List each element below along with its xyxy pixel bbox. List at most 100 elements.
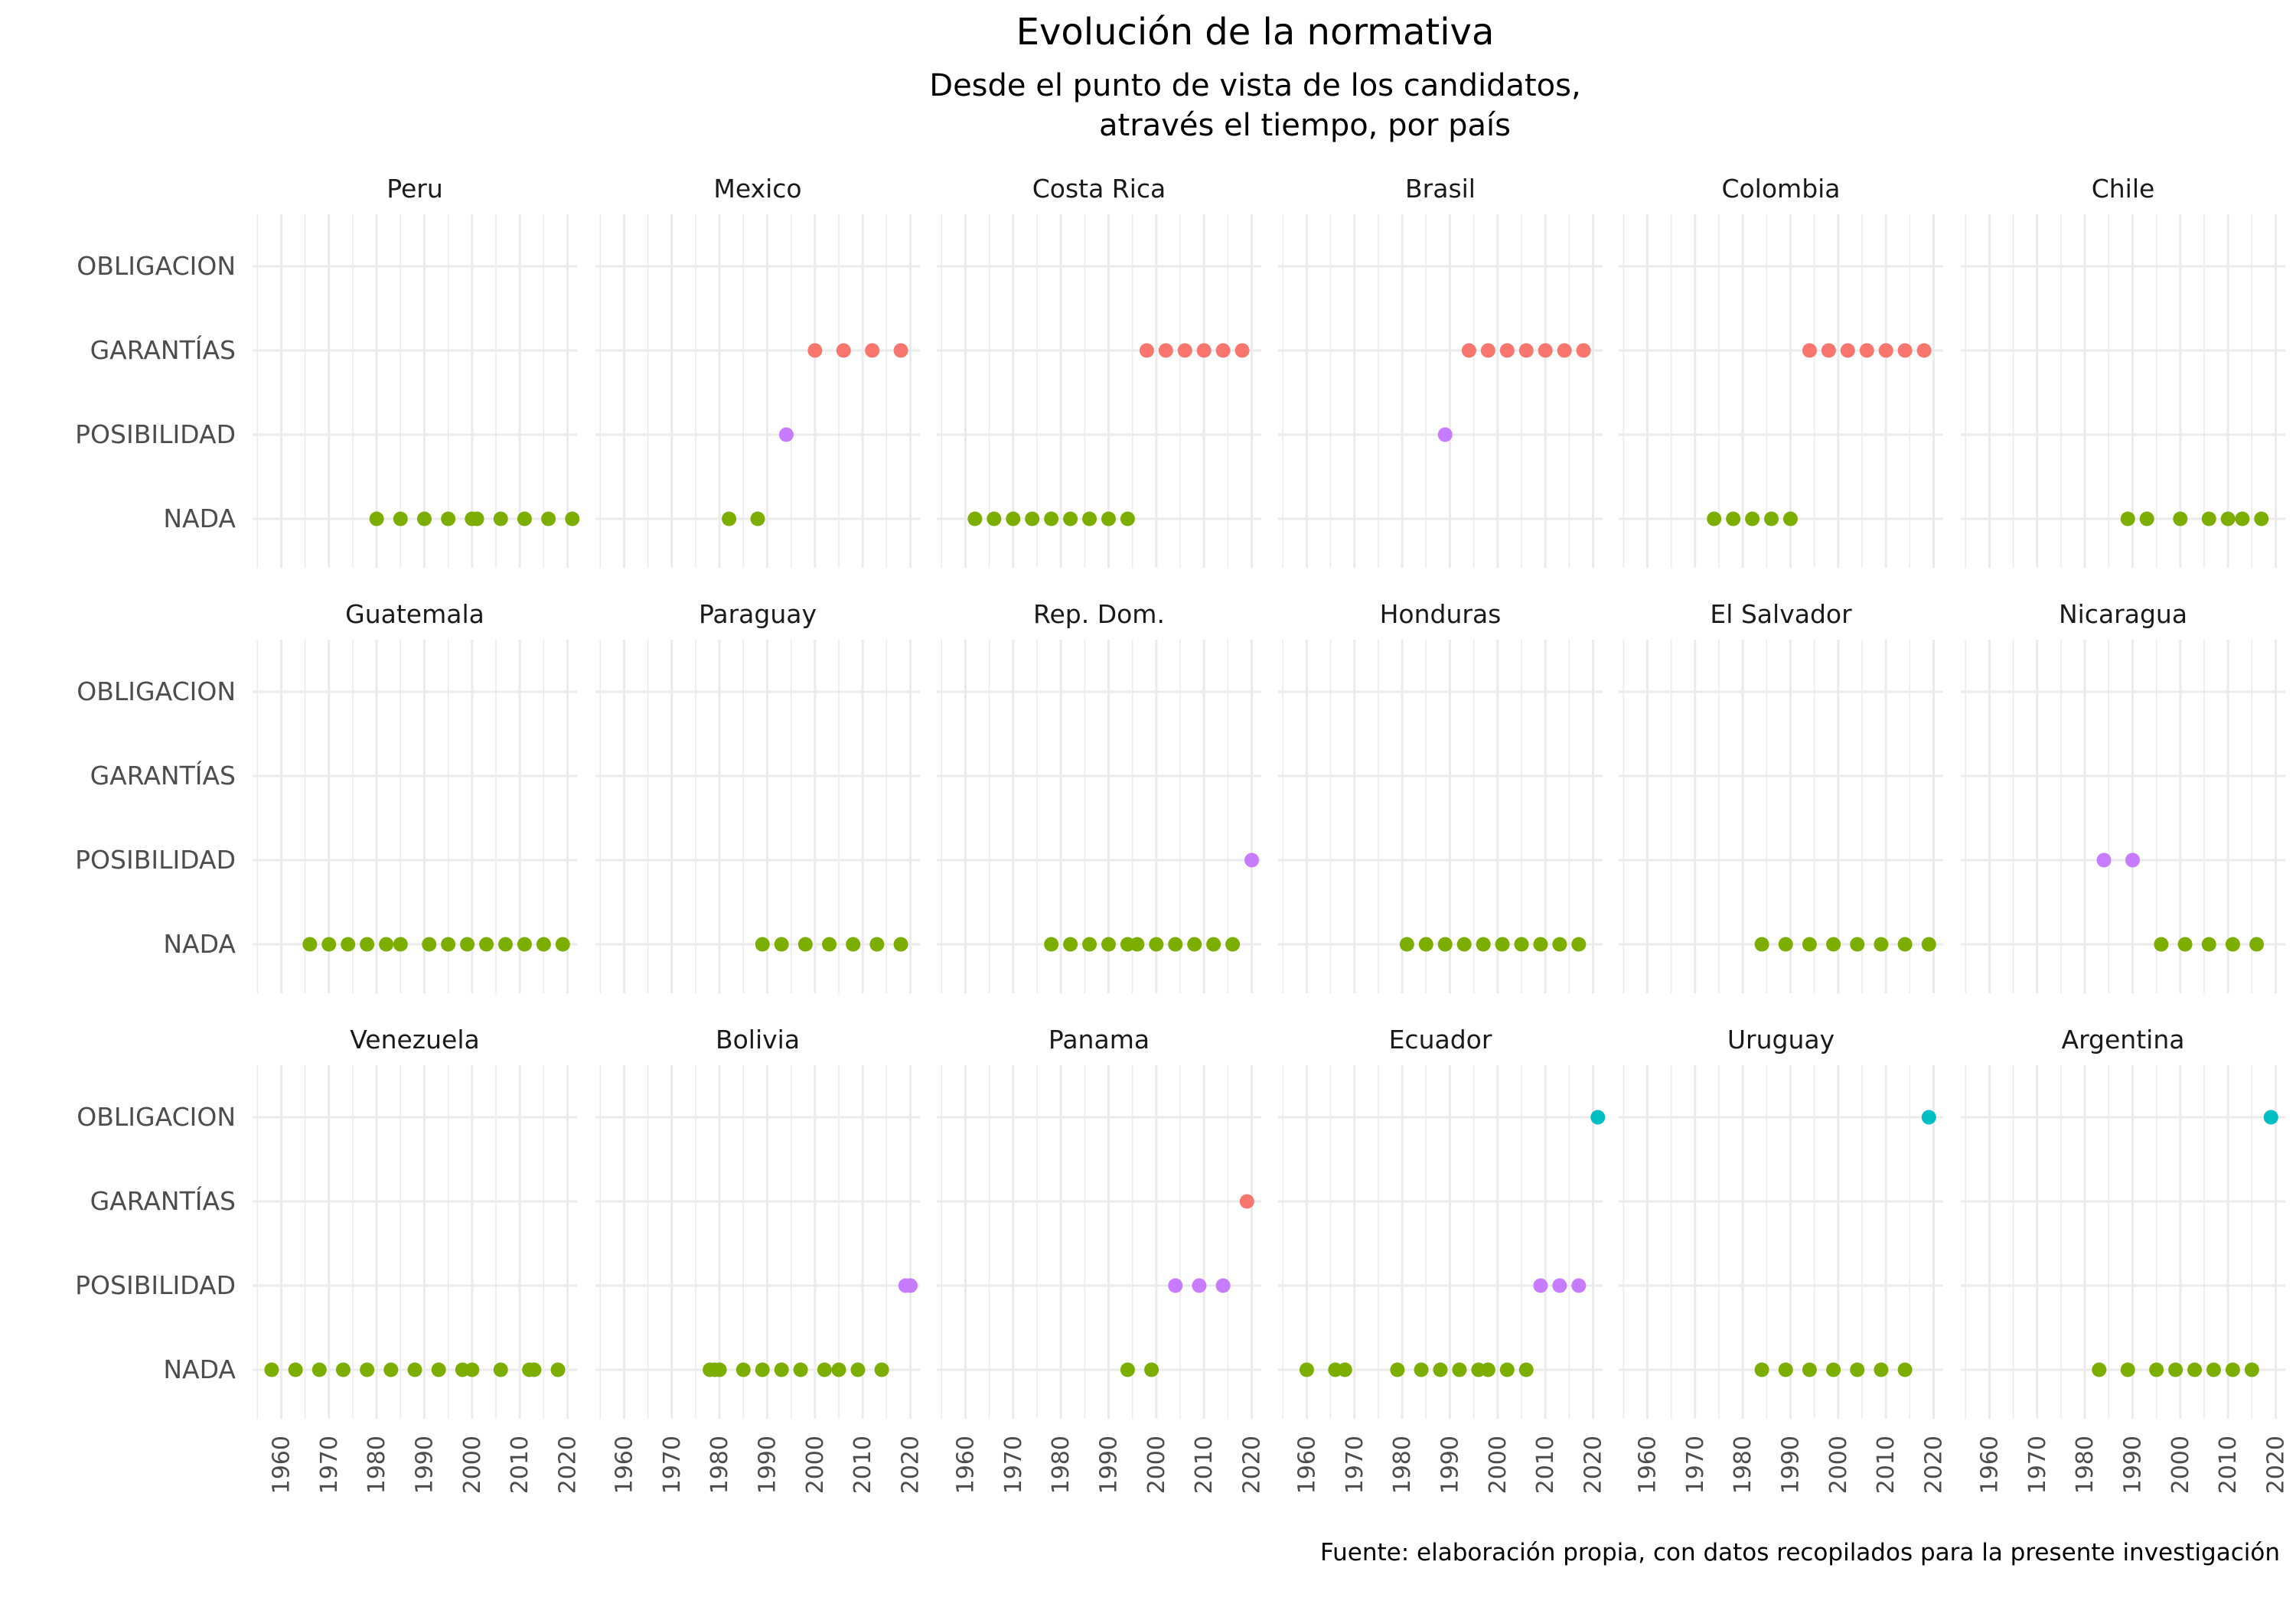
data-point bbox=[836, 343, 851, 358]
data-point bbox=[527, 1362, 542, 1377]
x-tick-label: 2010 bbox=[1532, 1436, 1559, 1494]
data-point bbox=[2120, 511, 2135, 526]
y-tick-label: OBLIGACION bbox=[77, 676, 236, 706]
data-point bbox=[1239, 1194, 1254, 1209]
data-point bbox=[1802, 343, 1817, 358]
data-point bbox=[441, 511, 456, 526]
y-tick-label: OBLIGACION bbox=[77, 251, 236, 281]
data-point bbox=[1897, 937, 1913, 952]
x-tick-label: 1960 bbox=[1634, 1436, 1661, 1494]
data-point bbox=[493, 1362, 508, 1377]
data-point bbox=[850, 1362, 866, 1377]
x-tick-label: 2000 bbox=[802, 1436, 829, 1494]
data-point bbox=[750, 511, 765, 526]
data-point bbox=[1826, 937, 1841, 952]
data-point bbox=[1192, 1278, 1207, 1293]
facet-panel: Peru NADA POSIBILIDAD GARANTÍAS OBLIGACION bbox=[75, 174, 580, 568]
x-tick-label: 2000 bbox=[2167, 1436, 2194, 1494]
data-point bbox=[1452, 1362, 1467, 1377]
facet-label: Costa Rica bbox=[1032, 174, 1166, 204]
data-point bbox=[1139, 343, 1154, 358]
x-tick-label: 1990 bbox=[1095, 1436, 1122, 1494]
data-point bbox=[755, 937, 770, 952]
y-tick-label: GARANTÍAS bbox=[90, 334, 236, 365]
x-tick-label: 2000 bbox=[1143, 1436, 1170, 1494]
data-point bbox=[393, 511, 408, 526]
data-point bbox=[1390, 1362, 1405, 1377]
data-point bbox=[1499, 343, 1515, 358]
data-point bbox=[460, 937, 475, 952]
data-point bbox=[1456, 937, 1472, 952]
x-tick-label: 2010 bbox=[850, 1436, 876, 1494]
data-point bbox=[1418, 937, 1433, 952]
data-point bbox=[1044, 511, 1059, 526]
data-point bbox=[1082, 937, 1097, 952]
facet-label: Colombia bbox=[1721, 174, 1840, 204]
facet-panel: Costa Rica bbox=[937, 174, 1261, 568]
data-point bbox=[1571, 937, 1587, 952]
facet-panel: Rep. Dom. bbox=[937, 599, 1261, 993]
data-point bbox=[2249, 937, 2265, 952]
chart-subtitle-line-2: através el tiempo, por país bbox=[1099, 108, 1511, 143]
data-point bbox=[416, 511, 432, 526]
y-tick-label: GARANTÍAS bbox=[90, 760, 236, 790]
data-point bbox=[383, 1362, 399, 1377]
data-point bbox=[1437, 427, 1453, 442]
facet-panel: El Salvador bbox=[1619, 599, 1943, 993]
data-point bbox=[1299, 1362, 1314, 1377]
x-tick-label: 2020 bbox=[898, 1436, 925, 1494]
data-point bbox=[369, 511, 384, 526]
x-tick-label: 2010 bbox=[1873, 1436, 1900, 1494]
data-point bbox=[311, 1362, 327, 1377]
data-point bbox=[1707, 511, 1722, 526]
data-point bbox=[1063, 937, 1078, 952]
facet-panels: Peru NADA POSIBILIDAD GARANTÍAS OBLIGACION Me… bbox=[75, 174, 2289, 1494]
facet-panel: Bolivia 1960 1970 1980 1990 2000 2010 2020 bbox=[595, 1025, 925, 1494]
data-point bbox=[1897, 1362, 1913, 1377]
data-point bbox=[1874, 937, 1889, 952]
data-point bbox=[441, 937, 456, 952]
data-point bbox=[1130, 937, 1145, 952]
data-point bbox=[817, 1362, 832, 1377]
facet-label: Paraguay bbox=[699, 599, 817, 629]
x-tick-label: 1980 bbox=[1730, 1436, 1756, 1494]
data-point bbox=[536, 937, 551, 952]
x-tick-label: 1980 bbox=[1048, 1436, 1075, 1494]
chart-title: Evolución de la normativa bbox=[1016, 11, 1495, 54]
data-point bbox=[1461, 343, 1476, 358]
data-point bbox=[2254, 511, 2269, 526]
data-point bbox=[1225, 937, 1241, 952]
x-tick-label: 2000 bbox=[1825, 1436, 1852, 1494]
y-tick-label: POSIBILIDAD bbox=[75, 1270, 236, 1300]
data-point bbox=[2244, 1362, 2259, 1377]
facet-label: Mexico bbox=[713, 174, 801, 204]
x-tick-label: 2020 bbox=[1580, 1436, 1607, 1494]
data-point bbox=[893, 937, 908, 952]
data-point bbox=[1158, 343, 1173, 358]
data-point bbox=[778, 427, 794, 442]
facet-panel: Paraguay bbox=[595, 599, 920, 993]
data-point bbox=[987, 511, 1002, 526]
data-point bbox=[2173, 511, 2188, 526]
y-tick-label: OBLIGACION bbox=[77, 1102, 236, 1132]
x-tick-label: 1970 bbox=[1000, 1436, 1027, 1494]
data-point bbox=[1518, 343, 1534, 358]
x-tick-label: 1960 bbox=[1293, 1436, 1320, 1494]
x-tick-label: 1990 bbox=[1777, 1436, 1804, 1494]
data-point bbox=[1754, 1362, 1769, 1377]
y-tick-label: GARANTÍAS bbox=[90, 1185, 236, 1216]
data-point bbox=[1063, 511, 1078, 526]
data-point bbox=[1778, 937, 1793, 952]
facet-label: Uruguay bbox=[1727, 1025, 1835, 1054]
data-point bbox=[1726, 511, 1741, 526]
facet-label: Panama bbox=[1049, 1025, 1150, 1054]
data-point bbox=[1826, 1362, 1841, 1377]
data-point bbox=[1745, 511, 1760, 526]
facet-panel: Uruguay 1960 1970 1980 1990 2000 2010 2020 bbox=[1619, 1025, 1948, 1494]
data-point bbox=[1782, 511, 1798, 526]
facet-label: Brasil bbox=[1405, 174, 1476, 204]
data-point bbox=[1590, 1110, 1606, 1125]
data-point bbox=[288, 1362, 303, 1377]
facet-panel: Panama 1960 1970 1980 1990 2000 2010 2020 bbox=[937, 1025, 1266, 1494]
data-point bbox=[555, 937, 570, 952]
